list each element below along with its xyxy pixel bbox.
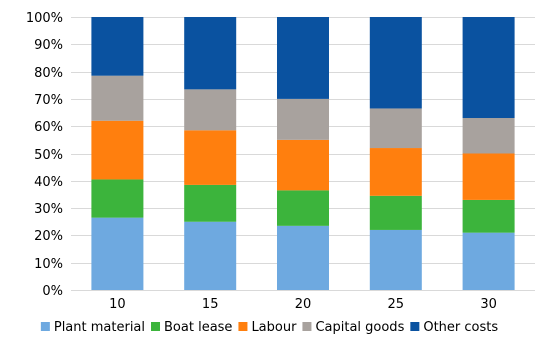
bar-segment-boat-lease-25 (369, 195, 422, 230)
bar-segment-boat-lease-30 (462, 199, 515, 233)
bar-segment-other-costs-10 (91, 17, 144, 76)
bar-segment-capital-goods-25 (369, 108, 422, 149)
legend-swatch (410, 322, 420, 331)
legend-item-capital-goods: Capital goods (302, 320, 405, 335)
legend-item-other-costs: Other costs (410, 320, 498, 335)
bar-segment-plant-material-15 (184, 221, 237, 290)
legend: Plant material Boat lease Labour Capital go… (40, 320, 498, 335)
y-tick-label: 0% (42, 284, 63, 299)
legend-label: Boat lease (164, 320, 232, 335)
bar-segment-plant-material-25 (369, 229, 422, 290)
bar-segment-other-costs-30 (462, 17, 515, 119)
bar-segment-other-costs-15 (184, 17, 237, 90)
legend-label: Plant material (54, 320, 145, 335)
y-tick-label: 100% (26, 11, 63, 26)
y-axis: 0% 10% 20% 30% 40% 50% 60% 70% 80% 90% 100% (26, 11, 63, 299)
y-tick-label: 40% (34, 175, 63, 190)
bar-segment-plant-material-20 (277, 225, 329, 290)
bar-segment-capital-goods-30 (462, 118, 515, 154)
bar-segment-capital-goods-10 (91, 75, 144, 121)
bar-segment-labour-15 (184, 130, 237, 185)
y-tick-label: 90% (34, 38, 63, 53)
y-tick-label: 80% (34, 66, 63, 81)
bar-segment-capital-goods-15 (184, 89, 237, 131)
legend-item-labour: Labour (238, 320, 297, 335)
legend-item-plant-material: Plant material (40, 320, 145, 335)
bar-segment-labour-20 (277, 139, 329, 191)
y-tick-label: 30% (34, 202, 63, 217)
legend-swatch (151, 322, 161, 331)
bar-segment-boat-lease-15 (184, 184, 237, 222)
legend-label: Capital goods (315, 320, 404, 335)
bar-segment-plant-material-30 (462, 232, 515, 290)
x-tick-label: 20 (295, 297, 312, 312)
bar-segment-other-costs-25 (369, 17, 422, 109)
bar-segment-other-costs-20 (277, 17, 329, 99)
legend-swatch (302, 322, 312, 331)
bar-segment-labour-25 (369, 148, 422, 196)
bars (91, 17, 515, 290)
legend-label: Labour (251, 320, 297, 335)
bar-segment-boat-lease-10 (91, 179, 144, 218)
x-tick-label: 15 (202, 297, 219, 312)
x-tick-label: 10 (109, 297, 126, 312)
y-tick-label: 70% (34, 93, 63, 108)
bar-segment-labour-30 (462, 153, 515, 200)
bar-segment-plant-material-10 (91, 217, 144, 290)
x-tick-label: 25 (388, 297, 405, 312)
legend-swatch (40, 322, 50, 331)
bar-segment-capital-goods-20 (277, 98, 329, 140)
y-tick-label: 20% (34, 229, 63, 244)
y-tick-label: 50% (34, 148, 63, 163)
bar-segment-labour-10 (91, 120, 144, 180)
y-tick-label: 10% (34, 257, 63, 272)
x-tick-label: 30 (480, 297, 497, 312)
legend-swatch (238, 322, 248, 331)
legend-label: Other costs (423, 320, 498, 335)
bar-segment-boat-lease-20 (277, 190, 329, 226)
legend-item-boat-lease: Boat lease (151, 320, 232, 335)
x-axis: 10 15 20 25 30 (109, 297, 497, 312)
y-tick-label: 60% (34, 120, 63, 135)
